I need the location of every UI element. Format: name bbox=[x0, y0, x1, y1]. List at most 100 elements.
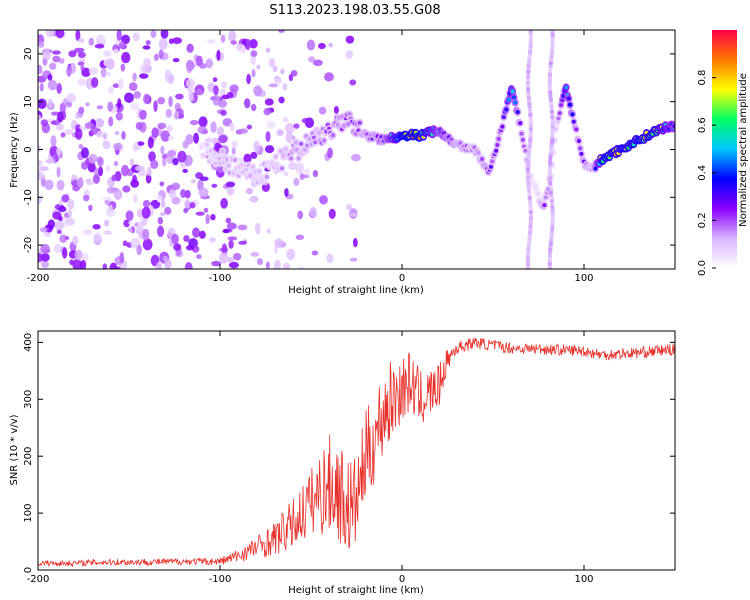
heatmap-cell bbox=[56, 166, 61, 178]
heatmap-cell bbox=[182, 140, 189, 149]
colorbar-label: Normalized spectral amplitude bbox=[738, 73, 749, 227]
heatmap-cell bbox=[124, 92, 134, 103]
heatmap-cell bbox=[299, 173, 305, 181]
y-tick-label: 20 bbox=[23, 48, 34, 61]
heatmap-cell bbox=[490, 159, 495, 164]
heatmap-cell bbox=[283, 171, 289, 177]
heatmap-cell bbox=[96, 105, 104, 110]
heatmap-cell bbox=[284, 122, 295, 134]
heatmap-cell bbox=[113, 48, 119, 54]
heatmap-cell bbox=[228, 239, 234, 249]
heatmap-cell bbox=[205, 213, 210, 225]
heatmap-cell bbox=[68, 50, 77, 58]
heatmap-cell bbox=[274, 259, 281, 269]
heatmap-cell bbox=[47, 79, 58, 91]
heatmap-cell bbox=[188, 89, 194, 102]
heatmap-cell bbox=[272, 65, 278, 73]
heatmap-cell bbox=[123, 219, 131, 228]
heatmap-cell bbox=[248, 38, 258, 49]
heatmap-cell bbox=[66, 93, 77, 103]
colorbar: 0.0 0.2 0.4 0.6 0.8 Normalized spectral ampl… bbox=[697, 30, 749, 276]
heatmap-cell bbox=[136, 208, 144, 218]
heatmap-cell bbox=[299, 141, 304, 146]
heatmap-cell bbox=[495, 142, 500, 147]
heatmap-cell bbox=[220, 149, 225, 154]
heatmap-cell bbox=[51, 50, 61, 55]
snr-y-ticks: 0 100 200 300 400 bbox=[23, 333, 675, 573]
heatmap-cell bbox=[286, 248, 296, 261]
heatmap-cell bbox=[67, 198, 75, 210]
heatmap-cell bbox=[153, 53, 159, 61]
heatmap-cell bbox=[196, 254, 202, 260]
heatmap-cell bbox=[570, 112, 575, 117]
heatmap-cell bbox=[211, 183, 218, 188]
heatmap-cell bbox=[265, 131, 271, 143]
heatmap-cell bbox=[278, 30, 285, 33]
heatmap-cell bbox=[209, 237, 216, 243]
heatmap-cell bbox=[66, 65, 72, 77]
heatmap-cell bbox=[50, 135, 57, 148]
heatmap-cell bbox=[263, 107, 272, 116]
heatmap-cell bbox=[246, 124, 252, 130]
heatmap-cell bbox=[345, 50, 354, 60]
heatmap-cell bbox=[494, 148, 499, 153]
heatmap-cell bbox=[576, 138, 581, 143]
heatmap-cell bbox=[550, 30, 555, 34]
heatmap-cell bbox=[246, 73, 251, 85]
heatmap-cell bbox=[228, 261, 239, 269]
heatmap-cell bbox=[250, 50, 258, 57]
heatmap-cell bbox=[159, 181, 165, 187]
spectrogram-marks bbox=[38, 30, 675, 269]
heatmap-cell bbox=[128, 220, 134, 226]
colorbar-tick-label: 0.6 bbox=[697, 117, 708, 133]
y-tick-label: 0 bbox=[23, 146, 34, 152]
heatmap-cell bbox=[222, 117, 233, 127]
heatmap-cell bbox=[476, 150, 481, 155]
heatmap-cell bbox=[520, 137, 525, 142]
heatmap-cell bbox=[309, 206, 317, 218]
heatmap-cell bbox=[250, 251, 260, 257]
heatmap-cell bbox=[345, 35, 355, 44]
heatmap-cell bbox=[210, 121, 217, 134]
heatmap-cell bbox=[256, 64, 261, 70]
heatmap-cell bbox=[92, 224, 101, 230]
heatmap-cell bbox=[239, 128, 248, 134]
heatmap-cell bbox=[501, 114, 506, 119]
heatmap-cell bbox=[226, 163, 231, 168]
heatmap-cell bbox=[121, 164, 130, 177]
heatmap-cell bbox=[139, 109, 147, 120]
heatmap-cell bbox=[135, 121, 143, 131]
heatmap-cell bbox=[198, 230, 206, 239]
heatmap-cell bbox=[578, 146, 583, 151]
heatmap-cell bbox=[326, 253, 334, 264]
heatmap-cell bbox=[120, 63, 126, 72]
heatmap-cell bbox=[58, 206, 67, 213]
heatmap-cell bbox=[195, 89, 204, 95]
heatmap-cell bbox=[528, 30, 533, 34]
heatmap-cell bbox=[77, 78, 87, 86]
heatmap-cell bbox=[102, 140, 111, 150]
snr-plot-area bbox=[38, 331, 675, 570]
heatmap-cell bbox=[47, 74, 53, 81]
heatmap-cell bbox=[133, 193, 138, 204]
heatmap-cell bbox=[218, 135, 228, 144]
heatmap-cell bbox=[151, 127, 159, 138]
heatmap-cell bbox=[186, 43, 194, 53]
heatmap-cell bbox=[312, 59, 323, 67]
heatmap-cell bbox=[75, 128, 83, 140]
heatmap-cell bbox=[349, 257, 358, 262]
heatmap-cell bbox=[523, 148, 528, 153]
heatmap-cell bbox=[45, 158, 55, 164]
heatmap-cell bbox=[251, 68, 256, 78]
heatmap-cell bbox=[122, 240, 128, 247]
heatmap-cell bbox=[288, 162, 298, 171]
heatmap-cell bbox=[288, 156, 293, 161]
heatmap-cell bbox=[139, 73, 149, 79]
heatmap-cell bbox=[42, 48, 52, 61]
heatmap-cell bbox=[132, 72, 137, 82]
heatmap-cell bbox=[77, 51, 86, 58]
x-tick-label: -100 bbox=[209, 273, 232, 284]
heatmap-cell bbox=[173, 243, 182, 251]
heatmap-cell bbox=[162, 255, 169, 262]
heatmap-cell bbox=[318, 106, 327, 115]
